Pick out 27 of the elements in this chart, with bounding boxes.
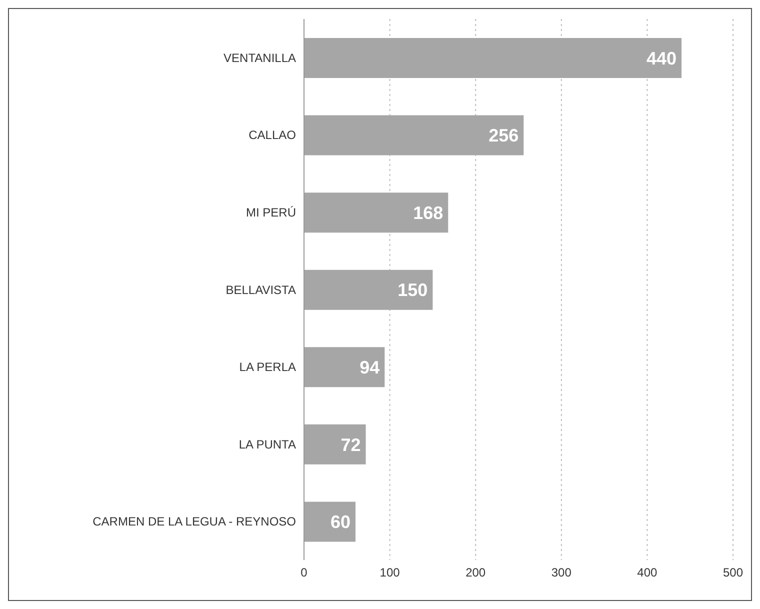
y-tick-label: VENTANILLA [224, 50, 296, 65]
data-label: 168 [413, 202, 444, 223]
data-label: 94 [360, 358, 380, 378]
y-tick-label: MI PERÚ [246, 205, 296, 220]
data-label: 256 [488, 126, 519, 146]
bar [304, 192, 448, 233]
bar [304, 424, 366, 464]
y-tick-label: CARMEN DE LA LEGUA - REYNOSO [92, 514, 296, 529]
bar [304, 270, 433, 310]
x-tick-label: 300 [551, 566, 572, 580]
bar [304, 347, 385, 388]
data-label: 150 [398, 280, 428, 300]
x-tick-label: 500 [722, 566, 744, 580]
y-tick-label: LA PUNTA [238, 437, 296, 452]
bar [304, 502, 356, 542]
data-label: 440 [646, 48, 677, 68]
x-tick-label: 100 [380, 566, 400, 580]
y-tick-label: BELLAVISTA [226, 282, 296, 297]
data-label: 72 [340, 434, 361, 455]
data-label: 60 [330, 512, 350, 532]
bar [304, 38, 682, 78]
y-tick-label: CALLAO [248, 128, 296, 142]
x-tick-label: 400 [637, 566, 658, 580]
x-tick-label: 0 [300, 566, 308, 580]
x-tick-label: 200 [466, 566, 486, 580]
bar [304, 115, 524, 156]
y-tick-label: LA PERLA [239, 360, 296, 374]
